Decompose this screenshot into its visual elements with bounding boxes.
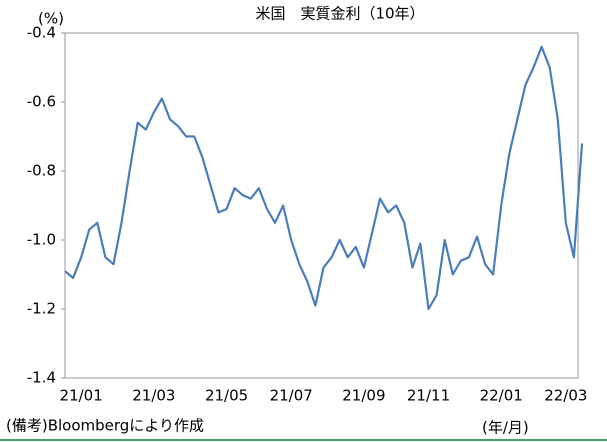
source-note: (備考)Bloombergにより作成 xyxy=(6,417,204,435)
y-tick-label: -0.4 xyxy=(27,24,56,42)
chart-title: 米国 実質金利（10年） xyxy=(255,5,424,23)
x-tick-label: 21/09 xyxy=(342,387,385,405)
x-tick-label: 21/11 xyxy=(407,387,450,405)
x-tick-label: 22/01 xyxy=(480,387,523,405)
x-tick-label: 21/07 xyxy=(270,387,313,405)
x-unit: (年/月) xyxy=(482,419,529,437)
y-tick-label: -0.6 xyxy=(27,93,56,111)
x-tick-label: 21/01 xyxy=(60,387,103,405)
y-tick-label: -1.0 xyxy=(27,231,56,249)
y-tick-label: -1.2 xyxy=(27,300,56,318)
y-unit: (%) xyxy=(38,10,64,28)
y-tick-label: -1.4 xyxy=(27,369,56,387)
x-tick-label: 21/05 xyxy=(205,387,248,405)
y-tick-label: -0.8 xyxy=(27,162,56,180)
x-tick-label: 21/03 xyxy=(132,387,175,405)
data-line xyxy=(64,45,584,311)
x-tick-label: 22/03 xyxy=(544,387,587,405)
